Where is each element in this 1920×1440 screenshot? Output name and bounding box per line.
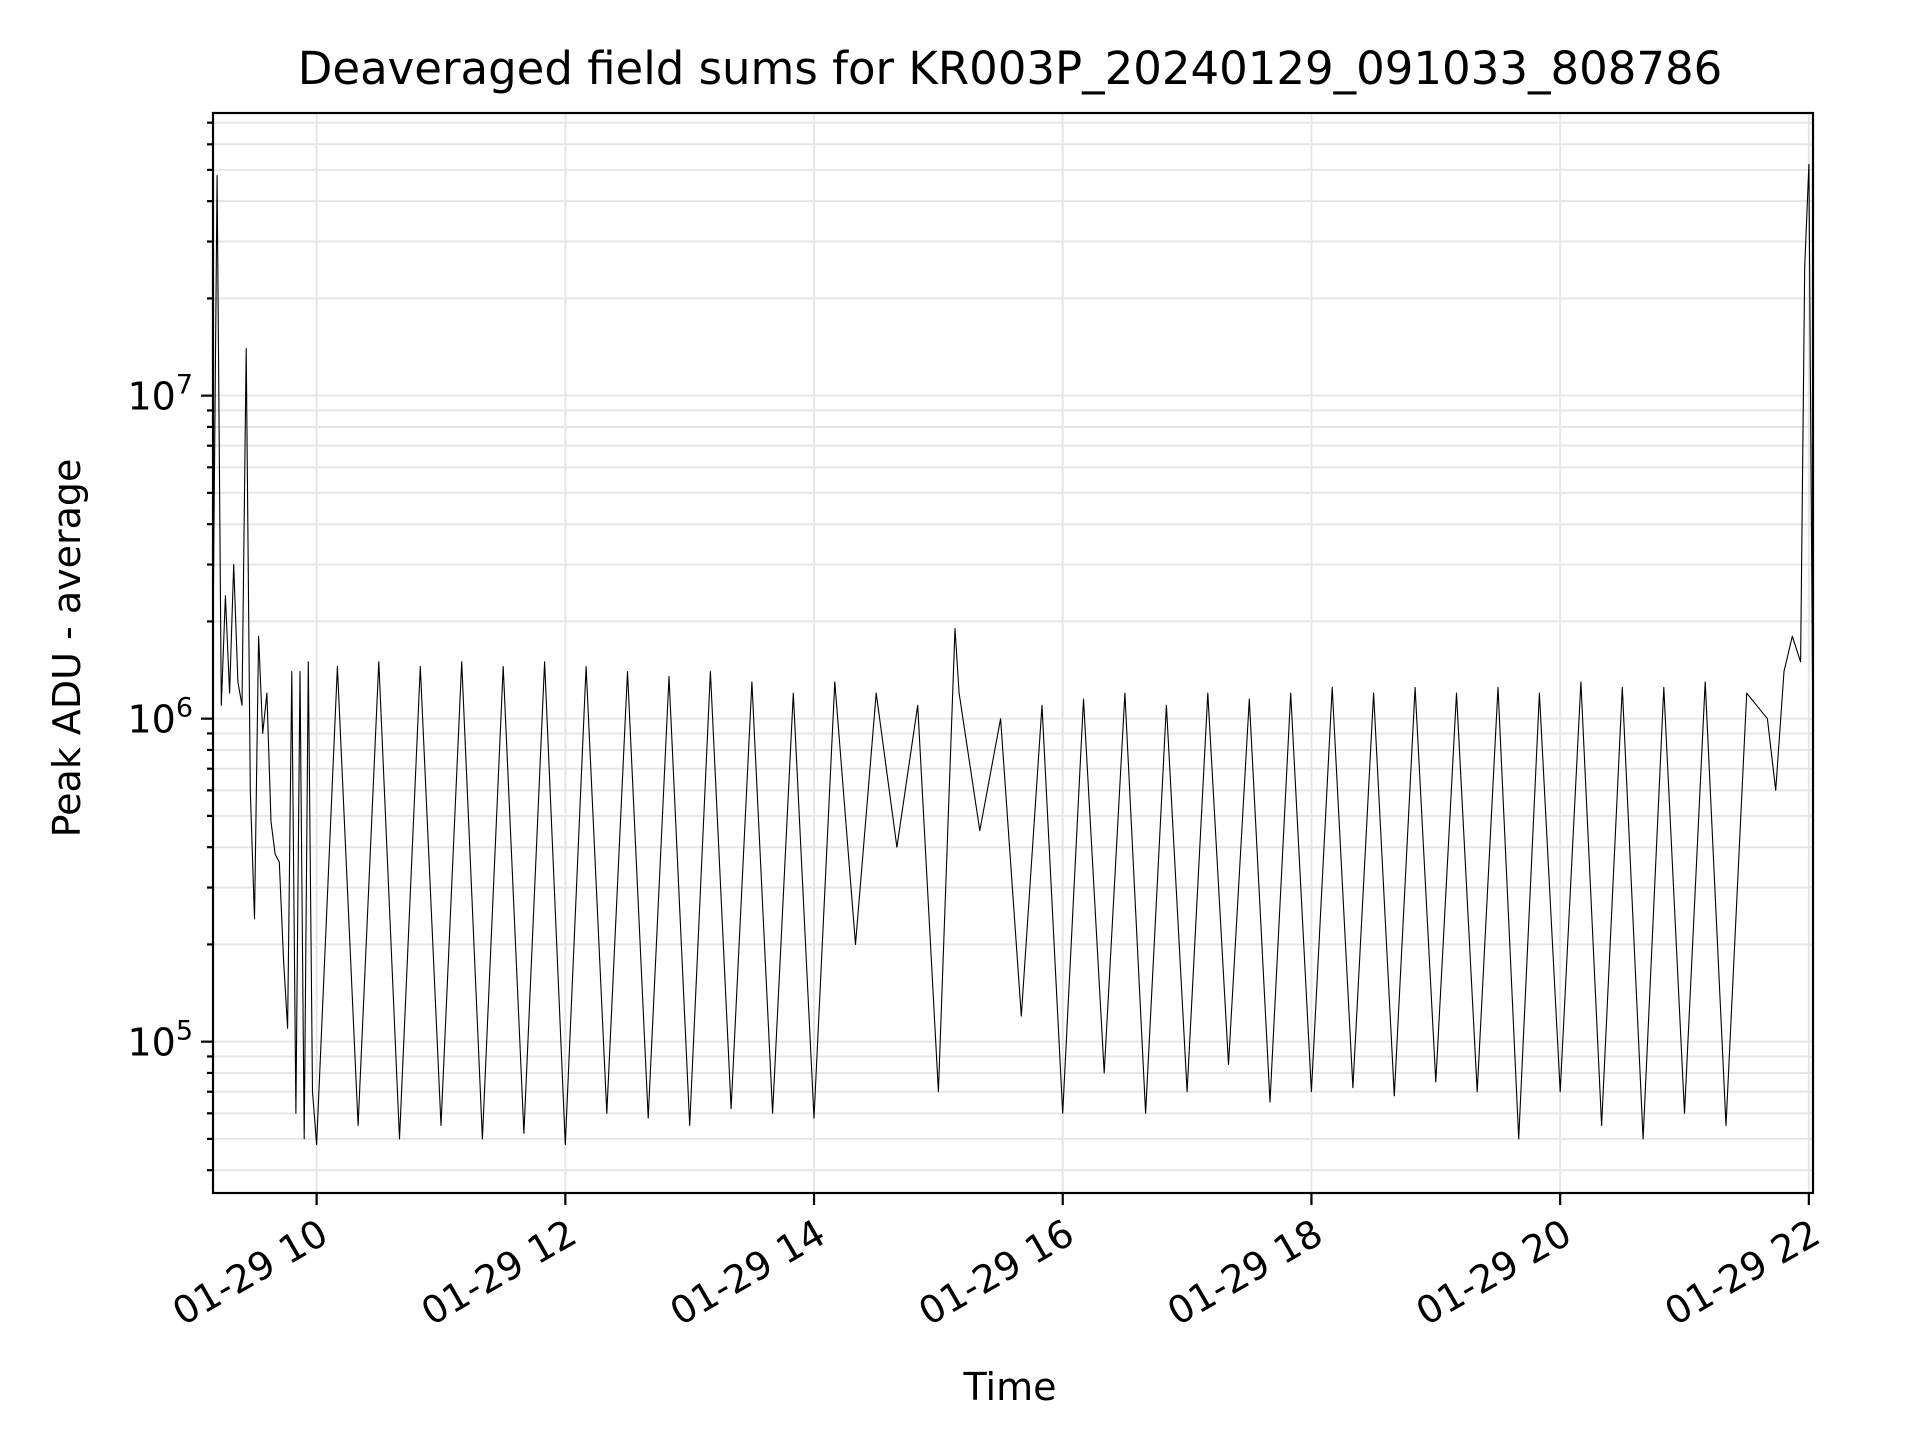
x-tick-label: 01-29 14	[663, 1211, 833, 1335]
x-tick-label: 01-29 18	[1160, 1211, 1330, 1335]
x-tick-label: 01-29 20	[1409, 1211, 1579, 1335]
y-tick-label: 105	[127, 1016, 193, 1065]
plot-frame	[211, 111, 1815, 1195]
y-tick-label: 107	[127, 370, 193, 419]
grid	[213, 113, 1813, 1193]
series-line	[212, 163, 1814, 1146]
x-axis-label: Time	[963, 1365, 1057, 1409]
axis-ticks: 105 106 107 01-29 10 01-29 12 01-29 14 01-29 1…	[127, 121, 1827, 1335]
x-tick-label: 01-29 16	[911, 1211, 1081, 1335]
y-axis-label: Peak ADU - average	[45, 459, 89, 838]
x-tick-label: 01-29 12	[414, 1211, 584, 1335]
x-tick-label: 01-29 22	[1657, 1211, 1827, 1335]
chart-title: Deaveraged field sums for KR003P_2024012…	[298, 42, 1722, 95]
x-tick-label: 01-29 10	[165, 1211, 335, 1335]
y-tick-label: 106	[127, 693, 193, 742]
